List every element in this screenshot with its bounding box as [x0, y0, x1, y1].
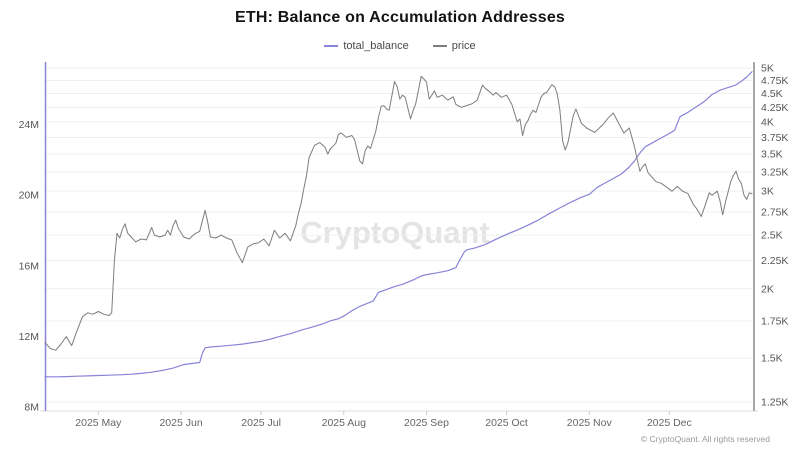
right-axis-label: 4.75K — [761, 75, 788, 87]
x-axis-label: 2025 Jul — [241, 417, 281, 429]
legend-label-price: price — [451, 40, 476, 52]
right-axis-label: 5K — [761, 63, 774, 75]
cryptoquant-watermark: CryptoQuant — [300, 215, 490, 250]
right-axis-label: 1.5K — [761, 353, 783, 365]
total_balance-line — [44, 71, 753, 378]
copyright-notice: © CryptoQuant. All rights reserved — [640, 434, 770, 444]
legend-item-price[interactable]: price — [432, 40, 476, 52]
x-axis-label: 2025 Dec — [647, 417, 692, 429]
legend-label-total-balance: total_balance — [343, 40, 409, 52]
left-axis-label: 24M — [19, 119, 39, 131]
price-line-swatch — [432, 45, 447, 47]
chart-title: ETH: Balance on Accumulation Addresses — [234, 9, 566, 26]
right-axis-label: 1.25K — [761, 396, 788, 408]
right-axis-label: 3.5K — [761, 149, 783, 161]
right-axis-label: 2.75K — [761, 207, 788, 219]
x-axis-label: 2025 Nov — [567, 417, 613, 429]
left-axis-label: 12M — [19, 331, 39, 343]
right-axis-label: 1.75K — [761, 315, 788, 327]
right-axis-label: 4.25K — [761, 102, 788, 114]
total-balance-line-swatch — [324, 45, 339, 47]
x-axis-label: 2025 Sep — [404, 417, 449, 429]
price-line — [44, 76, 753, 351]
right-axis-label: 2K — [761, 283, 774, 295]
x-axis-label: 2025 May — [75, 417, 122, 429]
right-axis-label: 4K — [761, 116, 774, 128]
right-axis-label: 2.25K — [761, 255, 788, 267]
right-axis-label: 3.25K — [761, 166, 788, 178]
left-axis-label: 16M — [19, 260, 39, 272]
x-axis-label: 2025 Jun — [159, 417, 202, 429]
right-axis-label: 3.75K — [761, 132, 788, 144]
x-axis-label: 2025 Aug — [322, 417, 367, 429]
left-axis-label: 8M — [24, 401, 39, 413]
right-axis-label: 2.5K — [761, 230, 783, 242]
right-axis-label: 4.5K — [761, 88, 783, 100]
x-axis-label: 2025 Oct — [485, 417, 528, 429]
legend: total_balance price — [0, 40, 800, 52]
left-axis-label: 20M — [19, 190, 39, 202]
legend-item-total-balance[interactable]: total_balance — [324, 40, 409, 52]
right-axis-label: 3K — [761, 186, 774, 198]
